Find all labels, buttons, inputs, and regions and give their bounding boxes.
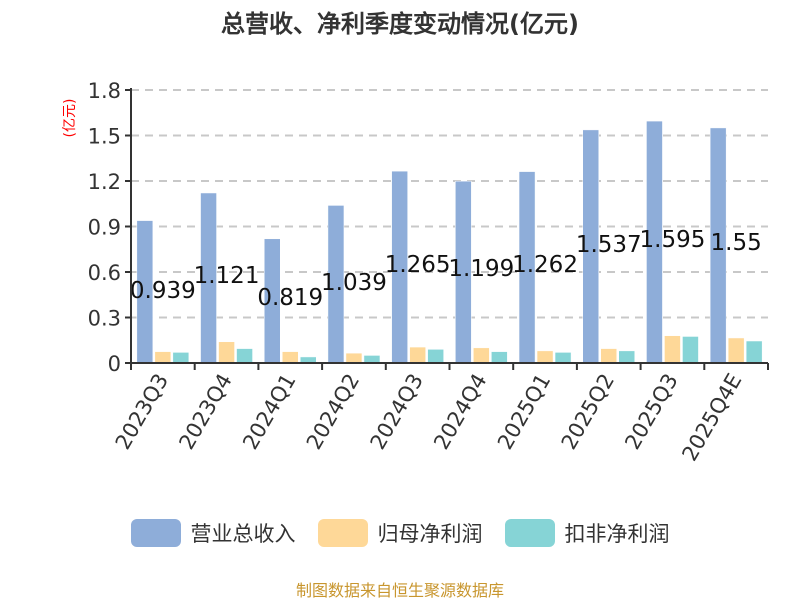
y-tick-label: 1.2 xyxy=(88,170,121,194)
y-tick-label: 0.9 xyxy=(88,216,121,240)
data-label-revenue: 0.939 xyxy=(130,278,196,304)
data-label-revenue: 1.039 xyxy=(321,270,387,296)
data-label-revenue: 0.819 xyxy=(257,285,323,311)
x-tick-label: 2025Q2 xyxy=(557,370,619,454)
x-tick-label: 2025Q3 xyxy=(620,370,682,454)
legend-item-deducted-profit[interactable]: 扣非净利润 xyxy=(504,518,670,548)
y-axis-unit-label: (亿元) xyxy=(62,99,78,138)
bar-deducted-profit[interactable] xyxy=(745,340,763,364)
legend-swatch-deducted-profit xyxy=(504,519,555,547)
legend-label: 扣非净利润 xyxy=(564,522,670,546)
legend-label: 归母净利润 xyxy=(377,522,483,546)
y-tick-label: 1.5 xyxy=(88,125,121,149)
bar-deducted-profit[interactable] xyxy=(554,352,572,364)
x-tick-label: 2025Q1 xyxy=(493,370,555,454)
data-source-note: 制图数据来自恒生聚源数据库 xyxy=(295,581,504,600)
bar-deducted-profit[interactable] xyxy=(427,349,444,364)
x-tick-label: 2023Q3 xyxy=(111,370,173,454)
data-label-revenue: 1.537 xyxy=(576,232,642,258)
x-tick-label: 2024Q2 xyxy=(302,370,364,454)
bar-deducted-profit[interactable] xyxy=(491,351,508,364)
x-tick-label: 2025Q4E xyxy=(677,370,746,466)
bar-net-profit[interactable] xyxy=(154,351,172,364)
legend-label: 营业总收入 xyxy=(190,522,296,546)
legend-item-revenue[interactable]: 营业总收入 xyxy=(130,518,296,548)
data-label-revenue: 1.262 xyxy=(512,252,578,278)
data-label-revenue: 1.595 xyxy=(640,227,706,253)
bar-deducted-profit[interactable] xyxy=(363,355,381,364)
bar-net-profit[interactable] xyxy=(664,335,681,364)
chart-title: 总营收、净利季度变动情况(亿元) xyxy=(221,10,579,38)
x-tick-label: 2024Q3 xyxy=(366,370,428,454)
bar-net-profit[interactable] xyxy=(727,337,745,364)
bar-net-profit[interactable] xyxy=(218,341,235,364)
data-label-revenue: 1.199 xyxy=(448,256,514,282)
y-tick-label: 0 xyxy=(108,352,121,376)
bar-net-profit[interactable] xyxy=(600,348,617,364)
bar-net-profit[interactable] xyxy=(536,350,554,364)
y-tick-label: 1.8 xyxy=(88,79,121,103)
legend-swatch-revenue xyxy=(130,519,181,547)
bar-net-profit[interactable] xyxy=(282,351,299,364)
bar-deducted-profit[interactable] xyxy=(236,348,253,364)
x-tick-label: 2024Q1 xyxy=(238,370,300,454)
data-label-revenue: 1.55 xyxy=(711,230,762,256)
data-label-revenue: 1.121 xyxy=(194,263,260,289)
bar-deducted-profit[interactable] xyxy=(682,336,699,364)
bar-deducted-profit[interactable] xyxy=(618,350,635,364)
x-tick-label: 2023Q4 xyxy=(174,370,236,454)
x-tick-label: 2024Q4 xyxy=(429,370,491,454)
legend: 营业总收入 归母净利润 扣非净利润 xyxy=(0,518,800,548)
bar-net-profit[interactable] xyxy=(345,352,363,364)
bar-net-profit[interactable] xyxy=(409,346,426,364)
legend-swatch-net-profit xyxy=(317,519,368,547)
y-tick-label: 0.6 xyxy=(88,261,121,285)
bar-net-profit[interactable] xyxy=(473,347,490,364)
data-label-revenue: 1.265 xyxy=(385,252,451,278)
bar-deducted-profit[interactable] xyxy=(172,352,190,364)
y-tick-label: 0.3 xyxy=(88,307,121,331)
legend-item-net-profit[interactable]: 归母净利润 xyxy=(317,518,483,548)
